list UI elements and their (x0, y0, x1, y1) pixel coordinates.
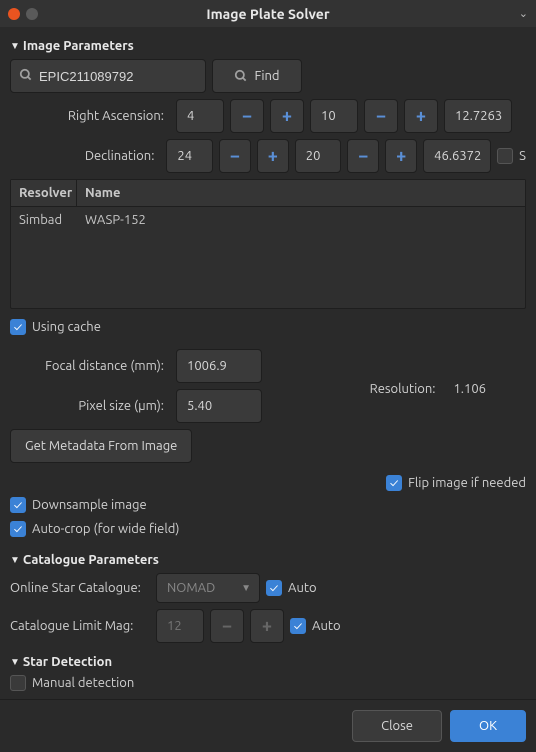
catalogue-auto-checkbox[interactable]: ✓ (266, 580, 282, 596)
disclosure-triangle-icon: ▼ (10, 554, 20, 566)
ra-minutes-plus-button[interactable]: + (404, 99, 438, 133)
ok-button[interactable]: OK (450, 710, 526, 742)
ra-minutes-input[interactable]: 10 (310, 99, 358, 133)
ra-hours-minus-button[interactable]: − (230, 99, 264, 133)
titlebar: Image Plate Solver ⌄ (0, 0, 536, 27)
downsample-checkbox[interactable]: ✓ (10, 497, 26, 513)
downsample-label: Downsample image (32, 498, 147, 512)
resolution-label: Resolution: (370, 382, 436, 396)
table-header: Resolver Name (11, 180, 525, 207)
target-input[interactable] (39, 69, 215, 84)
cache-label: Using cache (32, 320, 101, 334)
dec-label: Declination: (10, 149, 160, 163)
window-title: Image Plate Solver (0, 6, 536, 22)
south-label: S (519, 149, 526, 163)
ra-minutes-minus-button[interactable]: − (364, 99, 398, 133)
south-checkbox-group: S (497, 148, 526, 164)
ra-seconds-value[interactable]: 12.7263 (444, 99, 512, 133)
flip-checkbox[interactable]: ✓ (386, 475, 402, 491)
content-area: ▼ Image Parameters Find Right Ascension:… (0, 27, 536, 699)
pixel-input[interactable]: 5.40 (176, 389, 262, 423)
cache-checkbox-group: ✓ Using cache (10, 319, 526, 335)
autocrop-label: Auto-crop (for wide field) (32, 522, 179, 536)
image-parameters-header[interactable]: ▼ Image Parameters (10, 39, 526, 53)
autocrop-checkbox[interactable]: ✓ (10, 521, 26, 537)
table-row[interactable]: Simbad WASP-152 (11, 207, 525, 233)
chevron-down-icon: ▼ (241, 582, 251, 594)
dec-degrees-plus-button[interactable]: + (257, 139, 289, 173)
search-icon (19, 68, 33, 85)
disclosure-triangle-icon: ▼ (10, 40, 20, 52)
get-metadata-button[interactable]: Get Metadata From Image (10, 429, 192, 463)
resolution-value: 1.106 (453, 382, 486, 396)
ra-hours-input[interactable]: 4 (176, 99, 224, 133)
manual-detection-group: Manual detection (10, 675, 526, 691)
dec-minutes-minus-button[interactable]: − (347, 139, 379, 173)
online-catalogue-label: Online Star Catalogue: (10, 581, 150, 595)
ra-hours-plus-button[interactable]: + (270, 99, 304, 133)
limit-plus-button[interactable]: + (250, 609, 284, 643)
target-search-field[interactable] (10, 59, 206, 93)
dec-minutes-plus-button[interactable]: + (385, 139, 417, 173)
auto-label: Auto (312, 619, 341, 633)
autocrop-checkbox-group: ✓ Auto-crop (for wide field) (10, 521, 526, 537)
south-checkbox[interactable] (497, 148, 513, 164)
find-label: Find (254, 69, 279, 83)
manual-label: Manual detection (32, 676, 134, 690)
close-button[interactable]: Close (352, 710, 442, 742)
auto-label: Auto (288, 581, 317, 595)
dec-minutes-input[interactable]: 20 (295, 139, 341, 173)
dec-seconds-value[interactable]: 46.6372 (423, 139, 491, 173)
plate-solver-window: Image Plate Solver ⌄ ▼ Image Parameters … (0, 0, 536, 752)
dec-degrees-input[interactable]: 24 (166, 139, 212, 173)
focal-label: Focal distance (mm): (10, 359, 170, 373)
limit-mag-label: Catalogue Limit Mag: (10, 619, 150, 633)
section-title: Star Detection (23, 655, 112, 669)
col-name[interactable]: Name (77, 180, 525, 206)
dialog-footer: Close OK (0, 699, 536, 752)
resolver-table: Resolver Name Simbad WASP-152 (10, 179, 526, 309)
cache-checkbox[interactable]: ✓ (10, 319, 26, 335)
cell-resolver: Simbad (11, 207, 77, 233)
limit-mag-input[interactable]: 12 (156, 609, 204, 643)
col-resolver[interactable]: Resolver (11, 180, 77, 206)
manual-detection-checkbox[interactable] (10, 675, 26, 691)
limit-auto-checkbox[interactable]: ✓ (290, 618, 306, 634)
limit-minus-button[interactable]: − (210, 609, 244, 643)
catalogue-select[interactable]: NOMAD ▼ (156, 573, 260, 603)
find-button[interactable]: Find (212, 59, 302, 93)
section-title: Catalogue Parameters (23, 553, 159, 567)
flip-checkbox-group: ✓ Flip image if needed (386, 475, 526, 491)
dec-degrees-minus-button[interactable]: − (219, 139, 251, 173)
catalogue-auto-group: ✓ Auto (266, 580, 317, 596)
downsample-checkbox-group: ✓ Downsample image (10, 497, 526, 513)
section-title: Image Parameters (23, 39, 134, 53)
limit-auto-group: ✓ Auto (290, 618, 341, 634)
flip-label: Flip image if needed (408, 476, 526, 490)
catalogue-parameters-header[interactable]: ▼ Catalogue Parameters (10, 553, 526, 567)
pixel-label: Pixel size (μm): (10, 399, 170, 413)
star-detection-header[interactable]: ▼ Star Detection (10, 655, 526, 669)
cell-name: WASP-152 (77, 207, 154, 233)
disclosure-triangle-icon: ▼ (10, 656, 20, 668)
ra-label: Right Ascension: (10, 109, 170, 123)
focal-input[interactable]: 1006.9 (176, 349, 262, 383)
